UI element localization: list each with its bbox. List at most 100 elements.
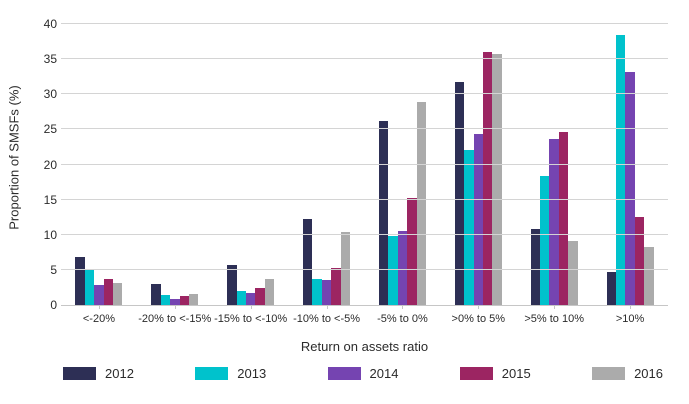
legend-item-2013: 2013 xyxy=(195,366,266,381)
legend-label-2012: 2012 xyxy=(105,366,134,381)
bar-group-6 xyxy=(516,24,592,309)
y-tick-label-5: 5 xyxy=(50,262,57,277)
bar-2014-3 xyxy=(321,280,332,305)
bar-2013-3 xyxy=(312,279,322,305)
x-tick-label-3: -10% to <-5% xyxy=(293,313,361,325)
bar-2012-4 xyxy=(378,120,389,305)
bar-2013-5 xyxy=(464,150,474,305)
legend-label-2013: 2013 xyxy=(237,366,267,381)
bar-groups xyxy=(61,24,668,309)
x-tick-label-5: >0% to 5% xyxy=(451,313,506,325)
bar-2012-3 xyxy=(303,218,313,305)
y-tick-label-35: 35 xyxy=(43,52,57,67)
bar-2014-6 xyxy=(549,138,559,305)
gridline-20 xyxy=(61,163,668,165)
legend: 2012 2013 2014 2015 2016 xyxy=(63,366,663,381)
legend-swatch-2015 xyxy=(459,367,493,380)
bar-2015-0 xyxy=(103,279,114,305)
bar-2015-2 xyxy=(255,288,265,305)
bar-group-4 xyxy=(365,24,441,309)
gridline-35 xyxy=(61,58,668,60)
bar-2012-6 xyxy=(530,229,541,305)
bar-2016-5 xyxy=(492,54,502,305)
x-axis-tick xyxy=(554,305,556,309)
legend-item-2015: 2015 xyxy=(459,366,531,381)
gridline-15 xyxy=(61,198,668,200)
bar-2015-4 xyxy=(407,197,417,305)
y-tick-label-10: 10 xyxy=(43,227,57,242)
x-tick-label-4: -5% to 0% xyxy=(377,313,428,325)
x-axis-tick xyxy=(402,305,404,309)
y-tick-label-25: 25 xyxy=(43,122,57,137)
x-tick-label-6: >5% to 10% xyxy=(524,313,584,325)
bar-2016-4 xyxy=(416,101,426,305)
gridline-40 xyxy=(61,23,668,24)
x-axis-title: Return on assets ratio xyxy=(300,339,429,354)
bar-2016-7 xyxy=(644,247,654,305)
gridline-25 xyxy=(61,128,668,130)
x-tick-label-2: -15% to <-10% xyxy=(214,313,288,325)
y-tick-label-0: 0 xyxy=(50,298,57,312)
legend-item-2014: 2014 xyxy=(327,366,399,381)
x-axis-tick xyxy=(174,305,176,309)
bar-2015-5 xyxy=(483,52,493,305)
bar-2015-3 xyxy=(331,267,341,305)
x-tick-label-1: -20% to <-15% xyxy=(138,313,212,325)
bar-2016-0 xyxy=(113,282,123,305)
legend-swatch-2012 xyxy=(63,367,96,380)
bar-2014-1 xyxy=(170,299,180,305)
bar-group-5 xyxy=(440,24,516,309)
x-tick-label-7: >10% xyxy=(615,313,645,325)
x-axis-tick-labels: <-20% -20% to <-15% -15% to <-10% -10% to <… xyxy=(61,313,668,325)
bar-2016-3 xyxy=(340,231,351,305)
bar-2014-2 xyxy=(245,293,256,305)
bar-group-0 xyxy=(61,24,137,309)
bar-2016-2 xyxy=(264,279,275,305)
legend-item-2012: 2012 xyxy=(63,366,134,381)
x-axis-tick xyxy=(250,305,252,309)
bar-2015-7 xyxy=(634,217,645,305)
legend-item-2016: 2016 xyxy=(592,366,663,381)
bar-group-7 xyxy=(592,24,668,309)
y-tick-label-15: 15 xyxy=(43,192,57,207)
bar-2013-6 xyxy=(540,176,550,305)
y-tick-label-20: 20 xyxy=(43,157,57,172)
bar-2014-4 xyxy=(397,230,408,305)
x-axis-tick xyxy=(98,305,100,309)
legend-swatch-2014 xyxy=(327,367,361,380)
bar-2015-1 xyxy=(179,295,189,305)
x-tick-label-0: <-20% xyxy=(82,313,115,325)
bar-2014-0 xyxy=(94,284,104,305)
bar-2015-6 xyxy=(558,132,569,305)
x-axis-tick xyxy=(630,305,632,309)
bar-2013-4 xyxy=(388,236,398,305)
gridline-30 xyxy=(61,93,668,95)
bar-2014-7 xyxy=(625,72,635,305)
bar-2012-2 xyxy=(227,264,237,305)
bar-2013-0 xyxy=(84,269,95,305)
gridline-5 xyxy=(61,268,668,270)
bar-2012-7 xyxy=(606,271,616,305)
legend-swatch-2016 xyxy=(592,367,626,380)
legend-swatch-2013 xyxy=(195,367,229,380)
bar-2013-2 xyxy=(236,290,246,305)
x-axis-tick xyxy=(478,305,480,309)
y-tick-label-40: 40 xyxy=(43,17,57,31)
bar-2012-5 xyxy=(454,82,465,305)
legend-label-2014: 2014 xyxy=(369,366,399,381)
legend-label-2016: 2016 xyxy=(634,366,663,381)
bar-2012-1 xyxy=(151,283,161,305)
bar-2014-5 xyxy=(473,134,483,305)
gridline-10 xyxy=(61,233,668,235)
bar-group-3 xyxy=(289,24,365,309)
y-tick-label-30: 30 xyxy=(43,87,57,102)
bar-2016-6 xyxy=(568,241,578,305)
legend-label-2015: 2015 xyxy=(501,366,531,381)
bar-2016-1 xyxy=(188,293,199,305)
bar-group-2 xyxy=(213,24,289,309)
x-axis-tick xyxy=(326,305,328,309)
bar-2012-0 xyxy=(75,256,85,305)
bar-2013-7 xyxy=(615,34,626,305)
bar-group-1 xyxy=(137,24,213,309)
